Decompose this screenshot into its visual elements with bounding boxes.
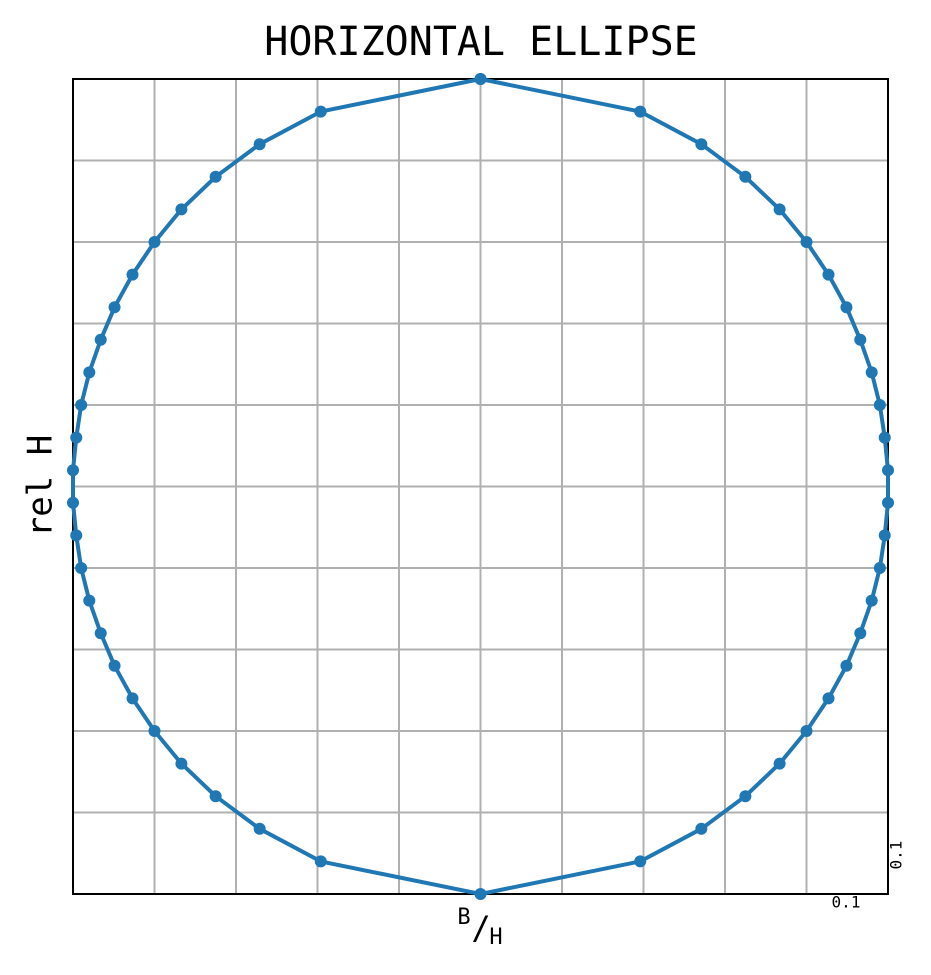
data-point	[854, 333, 867, 346]
data-point	[882, 496, 894, 509]
y-axis-label: rel H	[21, 435, 61, 537]
x-axis-label-slash: /	[471, 909, 490, 947]
data-point	[209, 790, 222, 803]
data-point	[773, 203, 786, 216]
data-point	[108, 301, 121, 314]
data-point	[253, 138, 266, 151]
data-point	[840, 301, 853, 314]
data-point	[108, 659, 121, 672]
data-point	[800, 725, 813, 737]
data-point	[148, 725, 161, 737]
y-scale-annotation: 0.1	[887, 841, 906, 870]
data-point	[70, 431, 83, 444]
data-point	[175, 757, 188, 770]
data-point	[209, 170, 222, 183]
data-point	[75, 399, 88, 411]
data-point	[840, 659, 853, 672]
data-point	[474, 888, 487, 900]
data-point	[882, 464, 894, 477]
data-point	[83, 366, 96, 379]
data-point	[253, 822, 266, 835]
x-axis-label-denominator: H	[489, 925, 502, 950]
data-point	[67, 464, 79, 477]
data-point	[739, 790, 752, 803]
data-point	[873, 562, 886, 574]
data-point	[83, 594, 96, 607]
data-point	[773, 757, 786, 770]
data-point	[126, 268, 139, 281]
data-point	[314, 105, 327, 118]
data-point	[865, 366, 878, 379]
data-point	[878, 529, 891, 542]
data-point	[474, 73, 487, 85]
data-point	[75, 562, 88, 574]
data-point	[94, 627, 107, 640]
data-point	[126, 692, 139, 705]
data-point	[634, 105, 647, 118]
data-point	[634, 855, 647, 868]
data-point	[175, 203, 188, 216]
data-point	[873, 399, 886, 411]
data-point	[314, 855, 327, 868]
data-point	[94, 333, 107, 346]
data-point	[878, 431, 891, 444]
data-point	[70, 529, 83, 542]
x-scale-annotation: 0.1	[832, 893, 861, 912]
x-axis-label-numerator: B	[457, 905, 470, 930]
data-point	[854, 627, 867, 640]
data-point	[67, 496, 79, 509]
data-point	[148, 236, 161, 248]
data-point	[800, 236, 813, 248]
data-point	[865, 594, 878, 607]
chart-title: HORIZONTAL ELLIPSE	[264, 19, 697, 65]
data-point	[739, 170, 752, 183]
data-point	[695, 822, 708, 835]
data-point	[695, 138, 708, 151]
data-point	[822, 268, 835, 281]
data-point	[822, 692, 835, 705]
